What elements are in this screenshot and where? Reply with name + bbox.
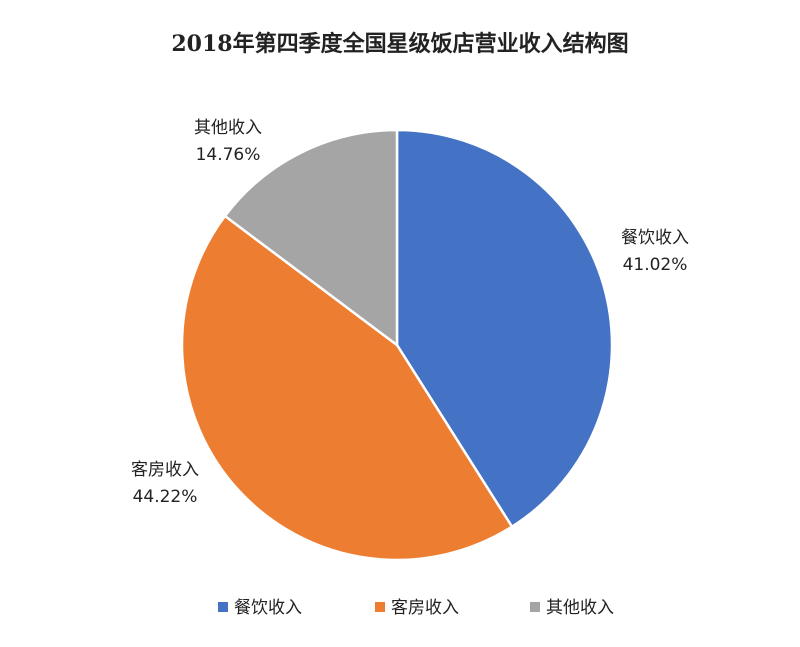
slice-value-label: 41.02% (623, 255, 688, 275)
legend-label: 餐饮收入 (234, 598, 302, 618)
legend-label: 其他收入 (546, 598, 614, 618)
legend-label: 客房收入 (391, 598, 459, 618)
legend-swatch (530, 602, 540, 612)
slice-value-label: 14.76% (196, 145, 261, 165)
pie-slice (180, 214, 514, 562)
legend-swatch (375, 602, 385, 612)
slice-value-label: 44.22% (133, 487, 198, 507)
legend-swatch (218, 602, 228, 612)
slice-category-label: 客房收入 (131, 460, 199, 480)
slice-category-label: 餐饮收入 (621, 228, 689, 248)
chart-title: 2018年第四季度全国星级饭店营业收入结构图 (171, 31, 628, 57)
slice-category-label: 其他收入 (194, 118, 262, 138)
pie-slice (223, 128, 399, 348)
pie-slice (395, 128, 614, 529)
